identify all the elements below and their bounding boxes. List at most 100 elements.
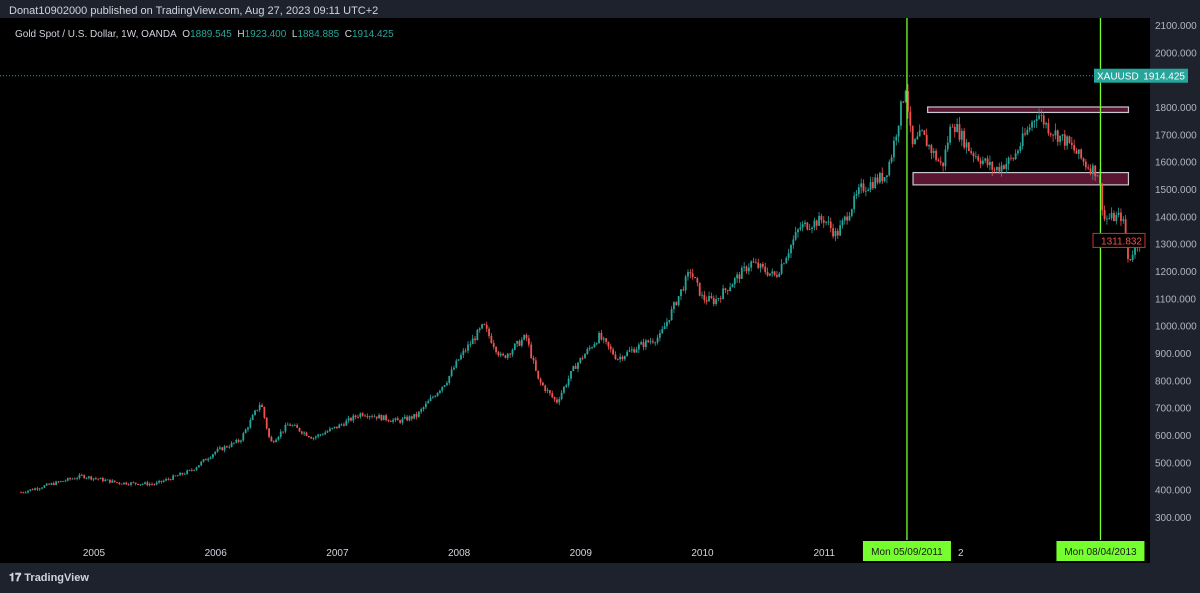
publish-info: Donat10902000 published on TradingView.c… xyxy=(9,5,379,17)
candle-body xyxy=(930,145,933,154)
candle-body xyxy=(378,414,380,419)
candle-body xyxy=(628,350,631,352)
candle-body xyxy=(272,441,275,443)
candle-body xyxy=(593,344,596,348)
candle-body xyxy=(1108,218,1111,219)
y-tick-label: 300.000 xyxy=(1155,513,1192,524)
candle-body xyxy=(743,266,746,268)
candle-body xyxy=(1063,134,1066,146)
candle-body xyxy=(925,134,928,147)
candle-body xyxy=(771,271,774,274)
candle-body xyxy=(921,130,923,132)
candle-body xyxy=(591,347,593,349)
candle-body xyxy=(247,427,249,430)
candle-body xyxy=(172,475,175,480)
candle-body xyxy=(1122,219,1125,221)
candle-body xyxy=(855,194,858,196)
candle-body xyxy=(471,338,474,345)
candle-body xyxy=(417,411,420,417)
candle-body xyxy=(436,392,439,397)
candle-body xyxy=(584,353,586,359)
candle-body xyxy=(1003,165,1005,169)
y-tick-label: 1800.000 xyxy=(1155,103,1197,114)
candle-body xyxy=(256,409,259,411)
candle-body xyxy=(623,356,626,360)
candle-body xyxy=(1052,134,1054,136)
y-tick-label: 400.000 xyxy=(1155,486,1192,497)
candle-body xyxy=(752,261,755,263)
candle-body xyxy=(806,222,809,230)
candle-body xyxy=(911,125,914,145)
candle-body xyxy=(134,482,137,484)
x-tick-label: 2006 xyxy=(205,548,228,559)
candle-body xyxy=(1091,165,1094,174)
candle-body xyxy=(352,415,355,421)
candle-body xyxy=(476,329,479,341)
candle-body xyxy=(41,487,43,489)
candle-body xyxy=(663,326,666,330)
candle-body xyxy=(677,296,680,306)
candle-body xyxy=(160,480,163,482)
candle-body xyxy=(214,451,217,455)
candle-body xyxy=(722,288,724,300)
candle-body xyxy=(612,349,614,355)
y-tick-label: 1300.000 xyxy=(1155,240,1197,251)
candle-body xyxy=(209,457,212,459)
candle-body xyxy=(731,284,734,288)
candle-body xyxy=(565,385,568,387)
candle-body xyxy=(1101,183,1104,211)
candle-body xyxy=(836,230,839,236)
candle-body xyxy=(970,150,973,154)
candle-body xyxy=(141,483,144,485)
close-label: C xyxy=(344,29,352,40)
candle-body xyxy=(979,160,982,164)
candle-body xyxy=(354,415,357,417)
candle-body xyxy=(759,263,762,268)
candle-body xyxy=(705,300,708,302)
candle-body xyxy=(846,216,849,221)
candle-body xyxy=(661,329,664,334)
candle-body xyxy=(176,475,179,477)
last-price-label: 1311.832 xyxy=(1101,236,1142,247)
candle-body xyxy=(298,427,301,432)
candle-body xyxy=(375,416,378,419)
candle-body xyxy=(345,420,348,426)
x-tick-label: 2007 xyxy=(326,548,349,559)
candle-body xyxy=(460,354,462,360)
candle-body xyxy=(186,470,189,474)
candle-body xyxy=(1087,167,1090,169)
candle-body xyxy=(389,421,392,422)
candle-body xyxy=(736,274,739,279)
candle-body xyxy=(48,483,50,485)
candle-body xyxy=(167,479,170,480)
candle-body xyxy=(724,288,727,291)
candle-body xyxy=(1035,118,1038,121)
candle-body xyxy=(907,90,909,112)
candle-body xyxy=(193,469,196,471)
symbol-title: Gold Spot / U.S. Dollar, 1W, OANDA xyxy=(15,29,177,40)
candle-body xyxy=(254,410,256,416)
candle-body xyxy=(401,418,404,423)
candle-body xyxy=(1000,165,1003,172)
candle-body xyxy=(563,386,565,393)
candle-body xyxy=(1049,133,1052,135)
candle-body xyxy=(977,156,980,161)
y-tick-label: 1000.000 xyxy=(1155,322,1197,333)
candle-body xyxy=(988,162,991,166)
candle-body xyxy=(981,160,984,164)
candle-body xyxy=(422,407,425,410)
candle-body xyxy=(560,392,563,400)
candle-body xyxy=(265,417,268,429)
candle-body xyxy=(165,479,167,481)
candle-body xyxy=(804,222,806,225)
candle-body xyxy=(694,276,696,279)
candle-body xyxy=(673,302,675,310)
candle-body xyxy=(944,149,947,167)
candle-body xyxy=(446,382,448,386)
candle-body xyxy=(556,399,558,403)
candle-body xyxy=(766,271,769,276)
candle-body xyxy=(991,162,994,170)
candle-body xyxy=(275,439,277,443)
candle-body xyxy=(832,228,834,237)
candle-body xyxy=(396,418,399,421)
